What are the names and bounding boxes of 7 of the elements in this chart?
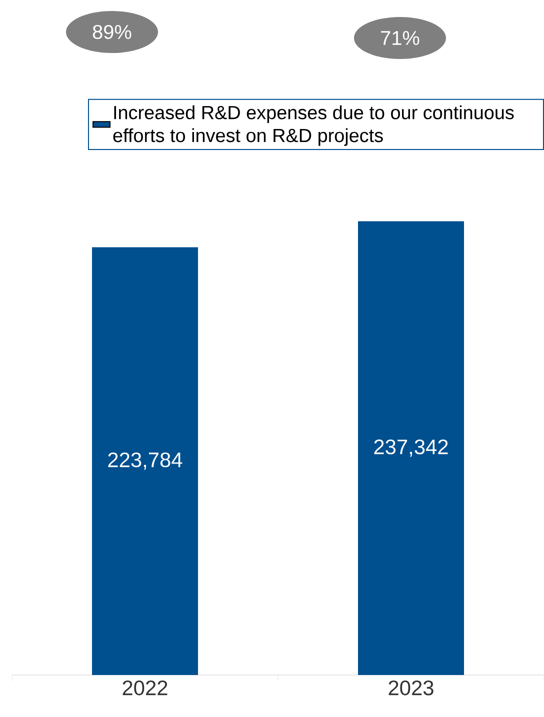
data-label: 237,342 — [374, 439, 448, 457]
x-tick-label: 2022 — [122, 680, 168, 696]
text: 89% — [92, 24, 132, 40]
text: 71% — [381, 31, 420, 45]
x-tick-label: 2023 — [388, 680, 434, 696]
data-label: 223,784 — [108, 452, 182, 470]
legend-label: Increased R&D expenses due to our continuous efforts to invest on R&D projects — [113, 105, 514, 146]
